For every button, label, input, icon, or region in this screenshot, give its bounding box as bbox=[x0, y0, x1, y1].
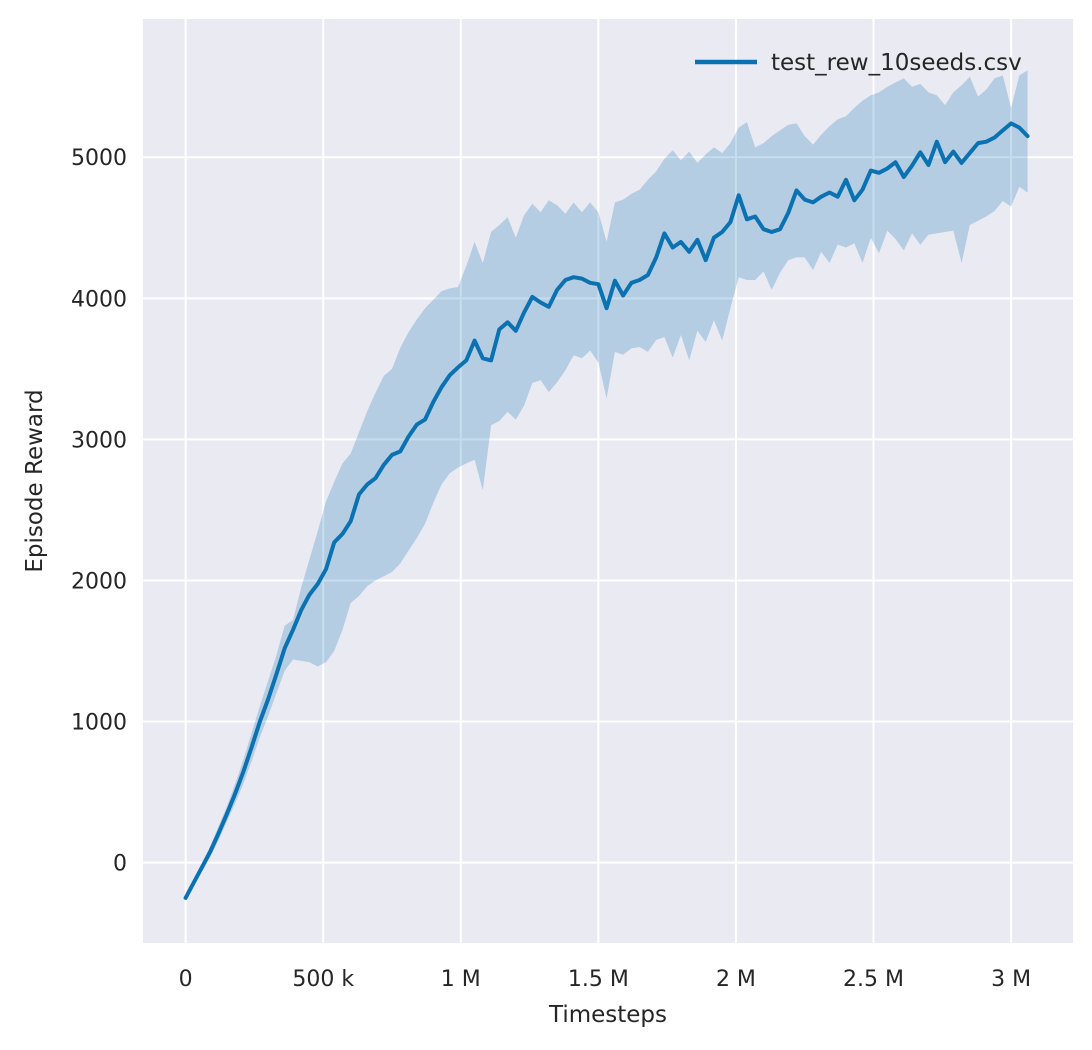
x-tick-label: 1 M bbox=[441, 967, 481, 992]
x-tick-label: 2.5 M bbox=[843, 967, 904, 992]
y-tick-labels: 0 1000 2000 3000 4000 5000 bbox=[71, 146, 127, 876]
y-tick-label: 4000 bbox=[71, 287, 127, 312]
y-tick-label: 5000 bbox=[71, 146, 127, 171]
legend-label: test_rew_10seeds.csv bbox=[771, 50, 1022, 76]
x-tick-label: 500 k bbox=[292, 967, 354, 992]
x-tick-label: 0 bbox=[179, 967, 193, 992]
x-tick-label: 3 M bbox=[991, 967, 1031, 992]
y-tick-label: 2000 bbox=[71, 569, 127, 594]
x-tick-labels: 0 500 k 1 M 1.5 M 2 M 2.5 M 3 M bbox=[179, 967, 1031, 992]
y-tick-label: 1000 bbox=[71, 711, 127, 736]
mean-reward-line bbox=[183, 121, 1030, 900]
x-tick-label: 1.5 M bbox=[568, 967, 629, 992]
gridlines bbox=[143, 19, 1073, 943]
y-tick-label: 0 bbox=[113, 852, 127, 877]
x-axis-label: Timesteps bbox=[548, 1002, 667, 1028]
y-axis-label: Episode Reward bbox=[22, 389, 48, 572]
x-tick-label: 2 M bbox=[716, 967, 756, 992]
legend: test_rew_10seeds.csv bbox=[695, 50, 1022, 76]
plot-background bbox=[143, 19, 1073, 943]
y-tick-label: 3000 bbox=[71, 428, 127, 453]
plot-series bbox=[183, 70, 1030, 901]
